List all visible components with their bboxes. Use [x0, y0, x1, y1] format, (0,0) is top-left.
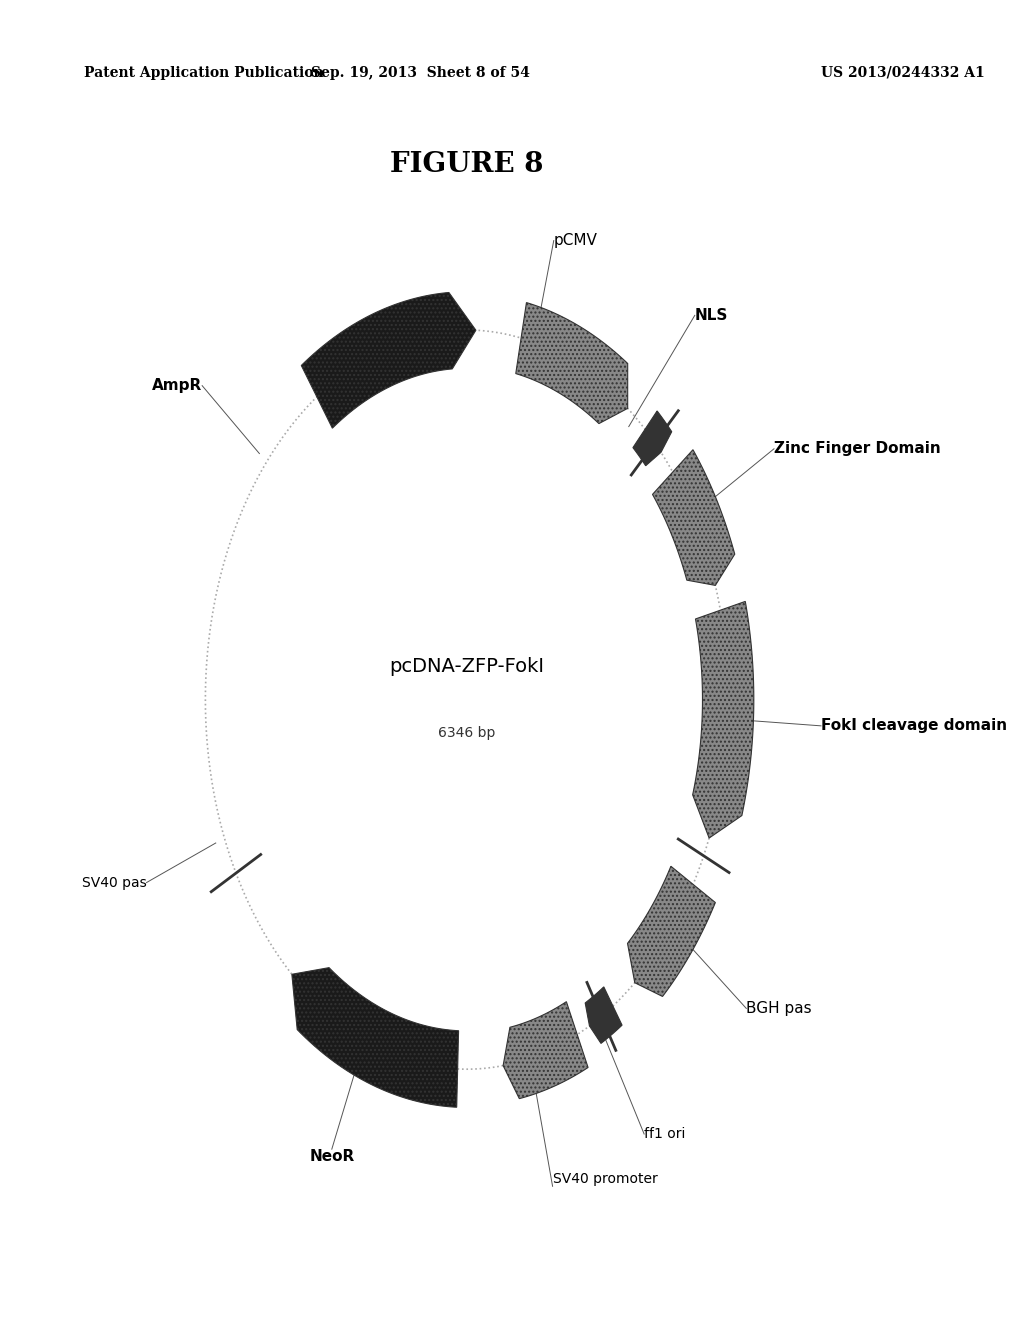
Text: SV40 pas: SV40 pas [82, 875, 146, 890]
Text: FokI cleavage domain: FokI cleavage domain [821, 718, 1008, 734]
Polygon shape [301, 293, 476, 428]
Text: 6346 bp: 6346 bp [438, 726, 496, 739]
Text: BGH pas: BGH pas [746, 1001, 812, 1016]
Polygon shape [628, 866, 716, 997]
Text: pcDNA-ZFP-FokI: pcDNA-ZFP-FokI [389, 657, 545, 676]
Text: Zinc Finger Domain: Zinc Finger Domain [774, 441, 941, 457]
Polygon shape [585, 987, 622, 1043]
Text: Patent Application Publication: Patent Application Publication [84, 66, 324, 79]
Text: NeoR: NeoR [309, 1150, 354, 1164]
Polygon shape [292, 968, 459, 1107]
Text: AmpR: AmpR [152, 378, 202, 393]
Text: NLS: NLS [694, 308, 728, 323]
Polygon shape [652, 450, 735, 585]
Polygon shape [516, 302, 628, 424]
Text: SV40 promoter: SV40 promoter [553, 1172, 657, 1187]
Polygon shape [692, 602, 754, 838]
Text: Sep. 19, 2013  Sheet 8 of 54: Sep. 19, 2013 Sheet 8 of 54 [310, 66, 529, 79]
Text: ff1 ori: ff1 ori [644, 1127, 685, 1140]
Polygon shape [633, 411, 672, 466]
Polygon shape [503, 1002, 588, 1098]
Text: FIGURE 8: FIGURE 8 [390, 152, 544, 178]
Text: US 2013/0244332 A1: US 2013/0244332 A1 [821, 66, 985, 79]
Text: pCMV: pCMV [554, 234, 598, 248]
